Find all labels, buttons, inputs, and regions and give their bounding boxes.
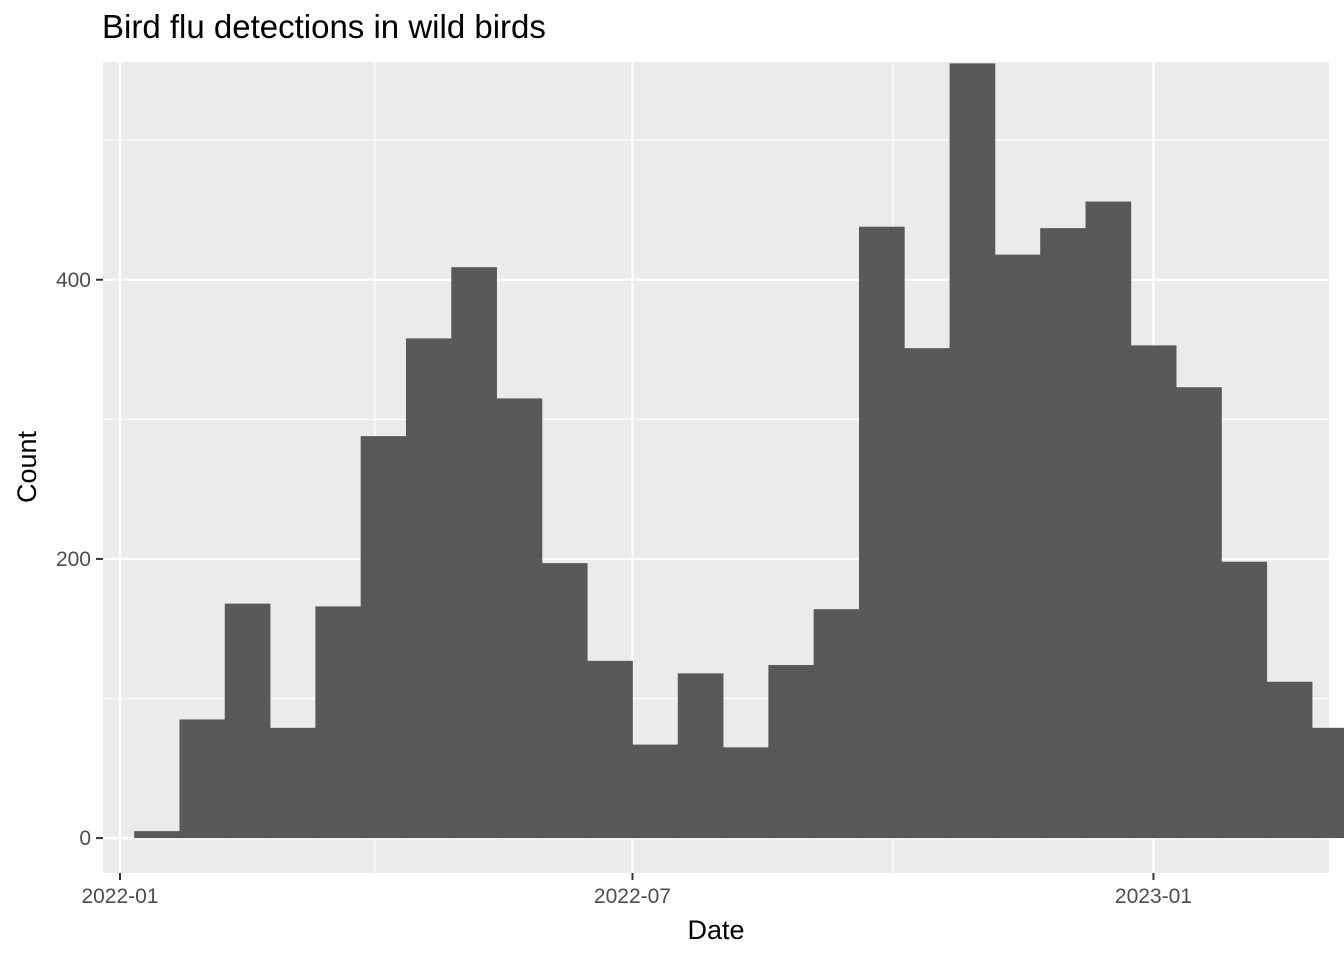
histogram-bar — [1176, 387, 1222, 839]
histogram-bar — [405, 338, 452, 839]
x-tick-label: 2023-01 — [1115, 885, 1192, 908]
histogram-bar — [723, 747, 769, 839]
histogram-bar — [134, 831, 180, 839]
histogram-bar — [179, 719, 226, 839]
histogram-bar — [1040, 228, 1086, 839]
x-tick-label: 2022-07 — [594, 885, 671, 908]
histogram-bar — [360, 436, 407, 839]
histogram-bars — [134, 63, 1344, 839]
histogram-bar — [224, 603, 271, 839]
histogram-bar — [904, 348, 950, 839]
histogram-bar — [541, 563, 588, 839]
y-axis: 0 200 400 — [56, 269, 103, 850]
histogram-bar — [858, 226, 905, 839]
histogram-bar — [1130, 345, 1177, 839]
x-axis-title: Date — [687, 915, 744, 945]
histogram-bar — [813, 609, 860, 839]
histogram-bar — [315, 606, 362, 839]
histogram-bar — [1221, 561, 1268, 839]
histogram-bar — [677, 673, 724, 839]
chart-title: Bird flu detections in wild birds — [102, 8, 546, 45]
histogram-bar — [949, 63, 996, 839]
histogram-bar — [587, 660, 633, 839]
y-tick-label: 0 — [79, 827, 91, 850]
histogram-bar — [1085, 201, 1132, 839]
histogram-bar — [1266, 681, 1313, 839]
y-tick-label: 400 — [56, 269, 91, 292]
x-tick-label: 2022-01 — [81, 885, 158, 908]
histogram-bar — [270, 727, 316, 839]
y-axis-title: Count — [12, 430, 42, 503]
histogram-bar — [496, 398, 543, 839]
histogram-bar — [994, 254, 1041, 839]
histogram-bar — [632, 744, 679, 839]
x-axis: 2022-01 2022-07 2023-01 — [81, 873, 1192, 908]
histogram-bar — [1312, 727, 1344, 839]
y-tick-label: 200 — [56, 548, 91, 571]
histogram-bar — [451, 267, 497, 839]
histogram-bar — [768, 665, 815, 839]
